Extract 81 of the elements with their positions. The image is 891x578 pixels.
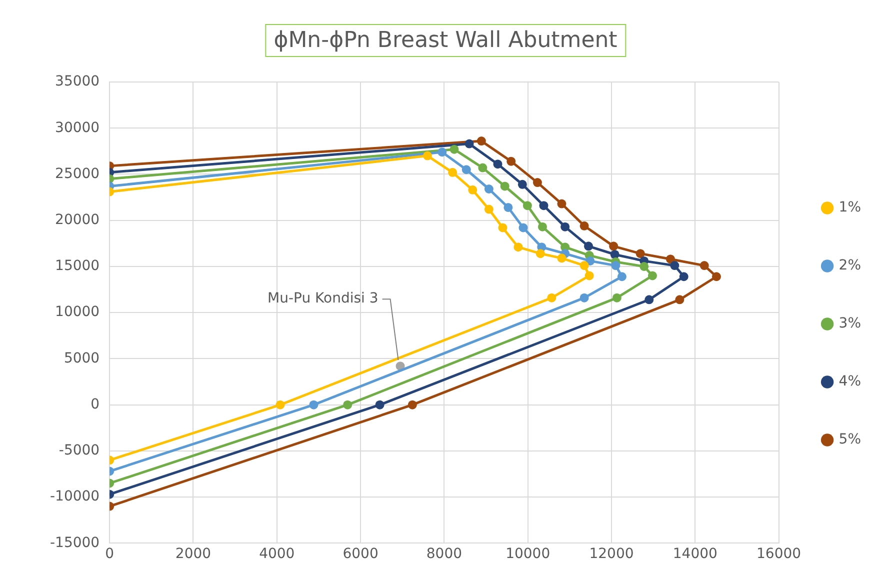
point [648, 271, 657, 280]
point [539, 201, 548, 210]
x-tick-label: 2000 [175, 546, 212, 562]
y-tick-label: 15000 [55, 258, 100, 274]
x-tick-label: 16000 [756, 546, 802, 562]
point [586, 256, 595, 266]
y-tick-label: 30000 [55, 120, 100, 136]
point [584, 242, 593, 251]
point [580, 261, 589, 270]
point [611, 261, 620, 270]
y-tick-label: 35000 [55, 74, 100, 90]
point [343, 400, 352, 410]
x-tick-label: 14000 [672, 546, 718, 562]
point [500, 182, 510, 191]
point [514, 242, 523, 252]
x-tick-label: 6000 [342, 546, 378, 562]
point [617, 272, 626, 282]
point [700, 261, 709, 270]
legend-label: 2% [838, 258, 862, 274]
point [450, 144, 459, 154]
x-tick-label: 0 [105, 546, 114, 562]
x-tick-label: 12000 [589, 546, 634, 562]
point [636, 249, 645, 258]
point [478, 163, 488, 172]
point [557, 254, 566, 263]
y-tick-label: 25000 [55, 166, 100, 182]
point [532, 178, 542, 188]
point [518, 223, 528, 232]
y-tick-label: 0 [90, 396, 100, 412]
point [448, 168, 458, 177]
point [506, 156, 516, 166]
x-tick-label: 10000 [506, 546, 550, 562]
point [468, 185, 478, 194]
point [666, 254, 675, 264]
point [610, 250, 620, 259]
point [408, 400, 417, 410]
legend-label: 4% [838, 374, 862, 390]
x-tick-label: 4000 [259, 546, 295, 562]
point [276, 400, 285, 410]
point [580, 293, 589, 302]
point [547, 293, 556, 302]
point [522, 201, 532, 210]
legend-label: 1% [838, 200, 862, 216]
point [712, 272, 721, 282]
point [584, 271, 594, 280]
point [484, 184, 494, 194]
chart-title: ϕMn-ϕPn Breast Wall Abutment [264, 24, 626, 57]
point [493, 160, 502, 169]
legend-label: 3% [838, 316, 862, 332]
point [438, 148, 447, 157]
point [670, 261, 680, 270]
y-tick-label: -15000 [50, 534, 100, 551]
y-tick-label: -10000 [50, 488, 100, 505]
point [557, 199, 566, 208]
point [612, 293, 622, 302]
point [498, 223, 508, 232]
point [644, 295, 654, 304]
point [580, 221, 589, 230]
point [484, 204, 494, 214]
point [518, 180, 527, 189]
y-tick-label: 10000 [55, 304, 100, 320]
point [640, 262, 649, 271]
point [504, 202, 513, 212]
point [560, 222, 570, 232]
point [464, 139, 474, 148]
point [609, 242, 618, 251]
y-tick-label: 5000 [64, 350, 100, 366]
y-tick-label: 20000 [55, 212, 100, 228]
legend-label: 5% [838, 432, 862, 448]
point [679, 272, 688, 282]
point [422, 151, 432, 160]
point [536, 249, 545, 258]
x-tick-label: 8000 [426, 546, 462, 562]
point [462, 165, 471, 174]
point [476, 136, 486, 146]
point [309, 400, 318, 410]
y-tick-label: -5000 [58, 442, 100, 459]
point [375, 400, 384, 410]
point [538, 222, 547, 232]
point [675, 295, 684, 304]
annotation: Mu-Pu Kondisi 3 [268, 290, 378, 307]
